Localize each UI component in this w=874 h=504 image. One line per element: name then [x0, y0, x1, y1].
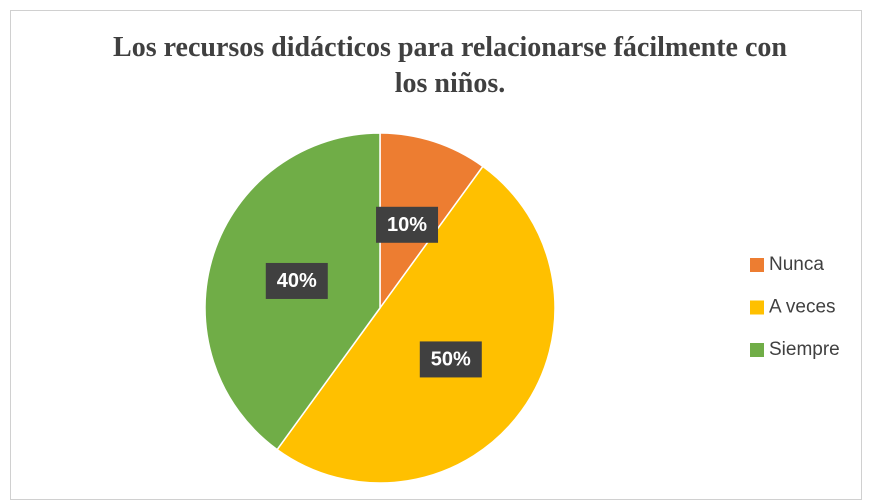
data-label-box [265, 262, 328, 299]
legend-label: Nunca [769, 254, 824, 275]
data-label-box [419, 341, 482, 378]
legend-swatch [750, 343, 764, 357]
legend-swatch [750, 258, 764, 272]
legend-label: A veces [769, 297, 836, 318]
data-label: 40% [277, 270, 317, 292]
legend-swatch [750, 300, 764, 315]
chart-title: Los recursos didácticos para relacionars… [113, 32, 787, 99]
legend-label: Siempre [769, 339, 840, 360]
data-label-box [376, 206, 439, 243]
chart-frame [10, 10, 862, 500]
pie-slice [276, 165, 556, 484]
data-label: 50% [431, 349, 471, 371]
data-label: 10% [387, 214, 427, 236]
